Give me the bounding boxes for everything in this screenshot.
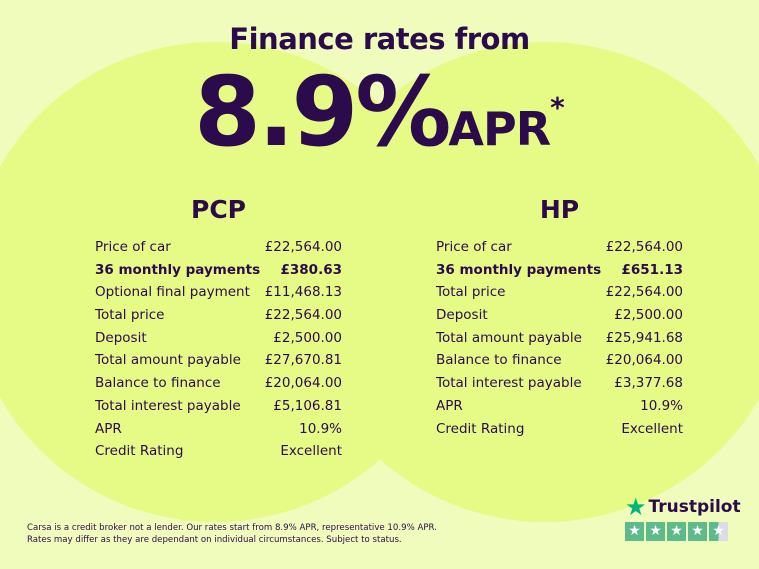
table-row: Deposit £2,500.00	[95, 327, 342, 350]
row-value: £27,670.81	[264, 352, 342, 369]
table-row: Total amount payable £25,941.68	[436, 327, 683, 350]
row-label: Total amount payable	[436, 329, 582, 346]
row-label: APR	[95, 420, 122, 437]
row-value: £22,564.00	[264, 239, 342, 255]
table-row: Total price £22,564.00	[95, 304, 342, 327]
row-label: Deposit	[436, 307, 488, 324]
row-label: Total interest payable	[95, 397, 241, 414]
row-label: Optional final payment	[95, 284, 250, 301]
rating-star-icon: ★	[646, 522, 665, 541]
trustpilot-rating: ★ ★ ★ ★ ★	[625, 522, 741, 541]
row-value: 10.9%	[299, 420, 342, 437]
row-value: £20,064.00	[605, 352, 683, 369]
row-value: £22,564.00	[605, 284, 683, 301]
row-value: 10.9%	[640, 397, 683, 414]
table-row: Total amount payable £27,670.81	[95, 349, 342, 372]
table-row: Deposit £2,500.00	[436, 304, 683, 327]
rating-star-icon: ★	[688, 522, 707, 541]
disclaimer-line: Rates may differ as they are dependant o…	[27, 535, 402, 545]
row-value: £25,941.68	[605, 329, 683, 346]
row-value: £5,106.81	[273, 397, 342, 414]
row-label: Balance to finance	[436, 352, 562, 369]
row-value: £20,064.00	[264, 375, 342, 392]
row-label: Deposit	[95, 329, 147, 346]
row-value: £2,500.00	[273, 329, 342, 346]
disclaimer: Carsa is a credit broker not a lender. O…	[27, 522, 437, 546]
table-row: APR 10.9%	[436, 395, 683, 418]
row-label: APR	[436, 397, 463, 414]
table-row: Total price £22,564.00	[436, 281, 683, 304]
rating-star-icon: ★	[709, 522, 728, 541]
asterisk: *	[550, 91, 565, 124]
row-value: £11,468.13	[264, 284, 342, 301]
row-label: Balance to finance	[95, 375, 221, 392]
row-label: Credit Rating	[95, 443, 184, 460]
table-row: 36 monthly payments £380.63	[95, 259, 342, 282]
trustpilot-star-icon: ★	[625, 493, 647, 521]
table-row: Optional final payment £11,468.13	[95, 281, 342, 304]
row-value: £2,500.00	[614, 307, 683, 324]
pcp-table: PCP Price of car £22,564.00 36 monthly pay…	[95, 195, 342, 463]
table-row: Price of car £22,564.00	[95, 236, 342, 259]
table-row: 36 monthly payments £651.13	[436, 259, 683, 282]
rating-star-icon: ★	[667, 522, 686, 541]
hp-table: HP Price of car £22,564.00 36 monthly paym…	[436, 195, 683, 440]
row-value: £651.13	[621, 261, 684, 278]
row-value: Excellent	[280, 443, 342, 460]
hp-title: HP	[539, 195, 580, 224]
row-value: £22,564.00	[264, 307, 342, 324]
row-label: Price of car	[95, 239, 171, 255]
row-value: £380.63	[280, 261, 343, 278]
headline: Finance rates from	[229, 22, 530, 56]
rate-value: 8.9%	[194, 56, 451, 168]
rating-star-icon: ★	[625, 522, 644, 541]
row-label: Total price	[436, 284, 506, 301]
row-label: 36 monthly payments	[436, 261, 602, 278]
table-row: Balance to finance £20,064.00	[95, 372, 342, 395]
row-label: 36 monthly payments	[95, 261, 261, 278]
rate-display: 8.9%APR*	[0, 62, 759, 162]
row-value: £22,564.00	[605, 239, 683, 255]
trustpilot-name: Trustpilot	[648, 497, 741, 517]
table-row: APR 10.9%	[95, 418, 342, 441]
table-row: Credit Rating Excellent	[95, 440, 342, 463]
trustpilot-badge: ★ Trustpilot ★ ★ ★ ★ ★	[625, 493, 741, 541]
rate-suffix: APR	[448, 102, 551, 156]
disclaimer-line: Carsa is a credit broker not a lender. O…	[27, 523, 437, 533]
row-value: Excellent	[621, 420, 683, 437]
row-label: Total price	[95, 307, 165, 324]
row-label: Total amount payable	[95, 352, 241, 369]
pcp-title: PCP	[191, 195, 246, 224]
row-label: Price of car	[436, 239, 512, 255]
row-value: £3,377.68	[614, 375, 683, 392]
table-row: Credit Rating Excellent	[436, 418, 683, 441]
table-row: Price of car £22,564.00	[436, 236, 683, 259]
background-circle-right	[300, 42, 759, 522]
row-label: Total interest payable	[436, 375, 582, 392]
row-label: Credit Rating	[436, 420, 525, 437]
table-row: Balance to finance £20,064.00	[436, 349, 683, 372]
table-row: Total interest payable £3,377.68	[436, 372, 683, 395]
table-row: Total interest payable £5,106.81	[95, 395, 342, 418]
